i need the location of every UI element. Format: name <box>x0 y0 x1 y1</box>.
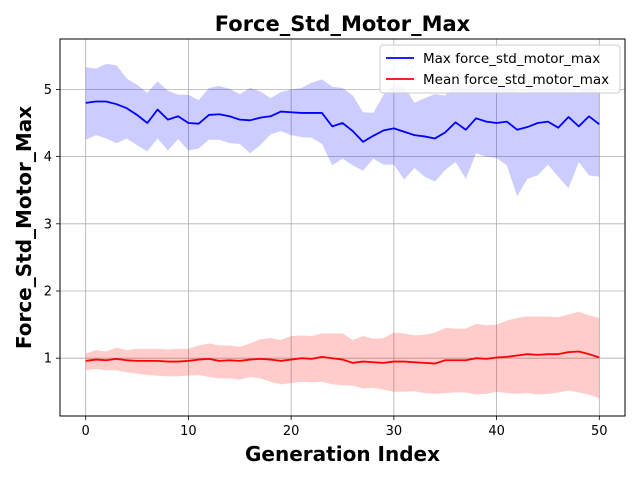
legend-label-1: Mean force_std_motor_max <box>423 72 609 88</box>
series-band-1 <box>85 311 600 399</box>
legend-box <box>379 44 621 94</box>
series-line-0 <box>85 100 600 143</box>
x-tick-label: 20 <box>283 424 300 439</box>
x-tick-label: 30 <box>386 424 403 439</box>
y-tick-label: 2 <box>44 285 52 300</box>
legend-label-0: Max force_std_motor_max <box>423 51 600 67</box>
confidence-bands <box>85 63 600 399</box>
series-band-0 <box>85 63 600 197</box>
y-tick-label: 4 <box>44 150 52 165</box>
x-tick-label: 40 <box>488 424 505 439</box>
x-axis-title: Generation Index <box>245 442 440 466</box>
y-tick-label: 5 <box>44 83 52 98</box>
x-tick-label: 0 <box>82 424 90 439</box>
y-tick-label: 3 <box>44 217 52 232</box>
y-axis-title: Force_Std_Motor_Max <box>12 106 36 349</box>
y-tick-label: 1 <box>44 352 52 367</box>
plot-frame <box>59 38 626 417</box>
x-tick-label: 50 <box>591 424 608 439</box>
x-tick-label: 10 <box>180 424 197 439</box>
legend: Max force_std_motor_max Mean force_std_mo… <box>379 44 621 94</box>
chart-title: Force_Std_Motor_Max <box>215 12 471 36</box>
ticks: 0 10 20 30 40 50 1 2 3 4 5 <box>44 83 608 439</box>
series-lines <box>85 100 600 365</box>
series-line-1 <box>85 350 600 365</box>
